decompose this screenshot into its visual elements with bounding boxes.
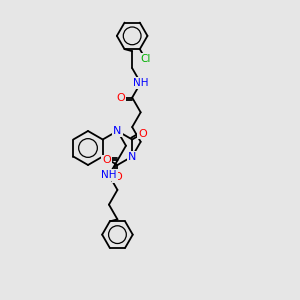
Text: N: N	[128, 152, 136, 161]
Text: NH: NH	[101, 170, 117, 180]
Text: O: O	[102, 155, 111, 165]
Text: O: O	[138, 128, 147, 139]
Text: N: N	[113, 126, 122, 136]
Text: NH: NH	[133, 78, 148, 88]
Text: O: O	[117, 93, 125, 103]
Text: O: O	[113, 172, 122, 182]
Text: Cl: Cl	[140, 54, 151, 64]
